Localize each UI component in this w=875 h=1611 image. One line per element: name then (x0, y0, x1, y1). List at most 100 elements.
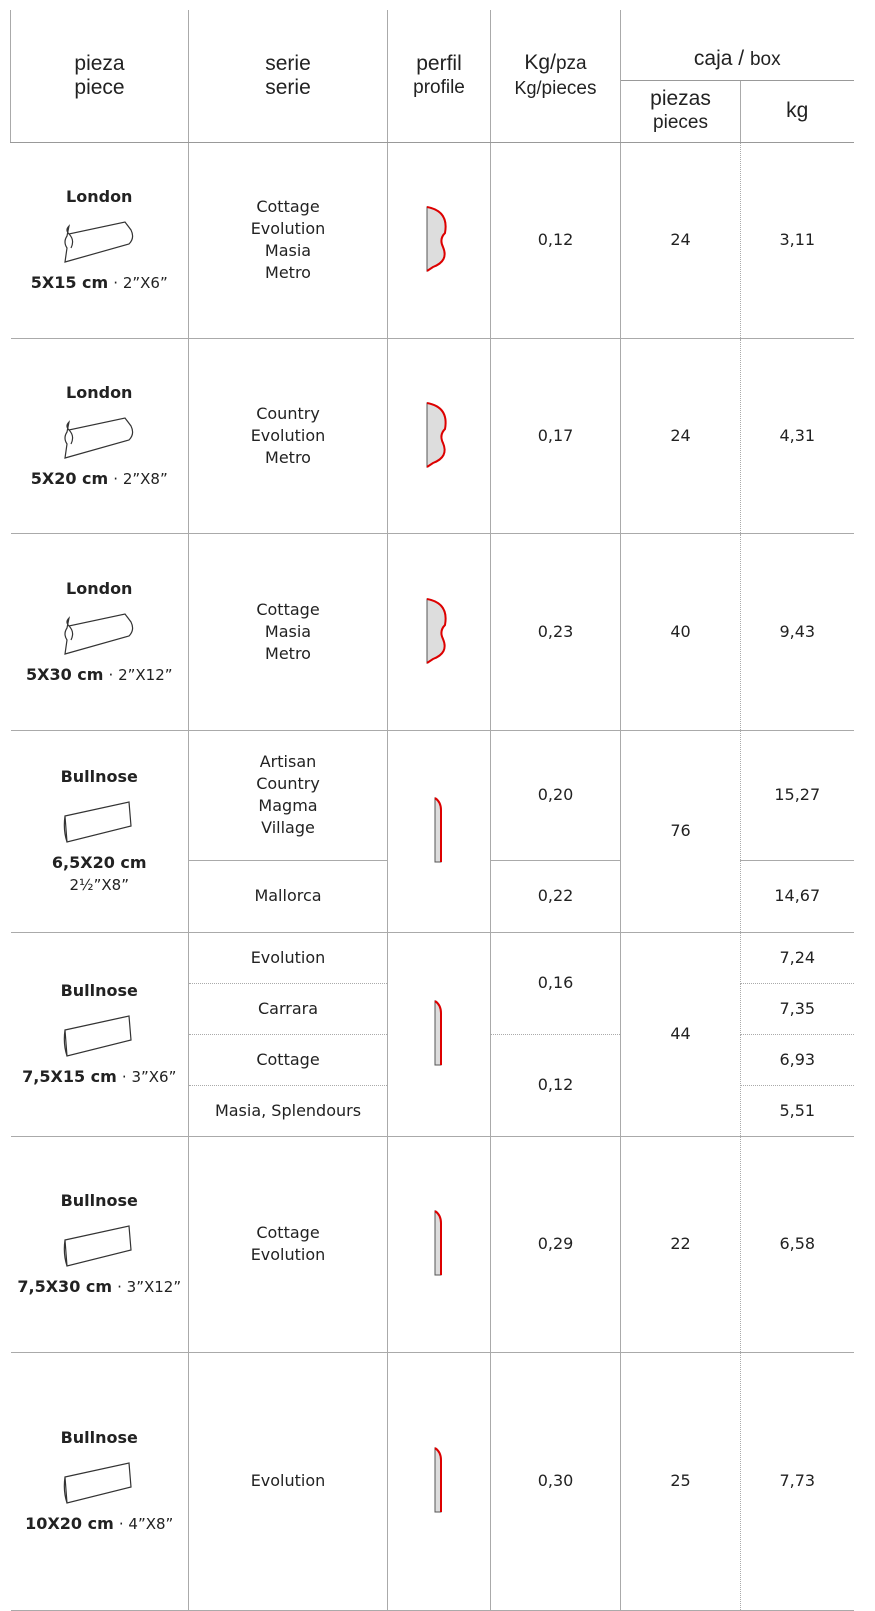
weight-cell: 0,23 (490, 533, 621, 731)
size-metric: 6,5X20 cm (51, 853, 147, 872)
piece-cell: Bullnose 7,5X30 cm · 3”X12” (10, 1136, 189, 1353)
serie-cell: Cottage (188, 1034, 388, 1086)
serie-cell: Masia, Splendours (188, 1085, 388, 1137)
piece-name: London (66, 382, 133, 402)
serie-cell: Cottage Masia Metro (188, 533, 388, 731)
header-text: kg (786, 99, 809, 122)
piece-icon (63, 1462, 132, 1504)
serie-name: Country (256, 403, 320, 423)
box-pieces-cell: 40 (620, 533, 741, 731)
piece-size: 10X20 cm · 4”X8” (11, 1513, 189, 1535)
profile-edge (426, 597, 447, 664)
box-kg-cell: 3,11 (740, 142, 854, 339)
serie-name: Carrara (257, 998, 319, 1018)
size-imperial: · 2”X8” (113, 469, 168, 488)
icon-outline (64, 416, 134, 459)
header-text: pieces (541, 77, 597, 99)
table-body: London 5X15 cm · 2”X6” Cottage Evolution Mas… (10, 142, 854, 1611)
piece-cell: Bullnose 7,5X15 cm · 3”X6” (10, 932, 189, 1137)
serie-name: Cottage (256, 1049, 320, 1069)
profile-cell (387, 730, 491, 933)
header-text: profile (413, 76, 465, 98)
header-cell: caja / box (620, 10, 854, 81)
serie-cell: Cottage Evolution Masia Metro (188, 142, 388, 339)
size-metric: 7,5X30 cm (17, 1277, 113, 1296)
table-row: Cottage 0,12 6,93 (11, 1034, 854, 1137)
size-imperial: · 2”X12” (108, 665, 173, 684)
header-text: serie (265, 75, 311, 99)
piece-cell: London 5X30 cm · 2”X12” (10, 533, 189, 731)
size-metric: 5X15 cm (30, 273, 109, 292)
table-row: Bullnose 6,5X20 cm 2½”X8” Artisan Country Mag… (10, 730, 854, 933)
weight-cell: 0,12 (490, 1034, 621, 1137)
serie-name: Cottage (256, 197, 320, 216)
serie-cell: Carrara (188, 983, 388, 1035)
weight-cell: 0,22 (490, 860, 621, 933)
serie-name: Village (261, 818, 315, 837)
header-cell: serie serie (188, 10, 388, 143)
icon-outline (64, 612, 134, 655)
box-kg-cell: 7,73 (740, 1352, 854, 1611)
profile-icon (426, 206, 447, 272)
serie-name: Artisan (259, 752, 317, 771)
box-kg-cell: 7,24 (740, 932, 854, 984)
serie-name: Mallorca (254, 886, 322, 905)
table-row: London 5X15 cm · 2”X6” Cottage Evolution Mas… (10, 142, 854, 339)
serie-cell: Artisan Country Magma Village (188, 730, 388, 861)
size-metric: 7,5X15 cm (22, 1067, 117, 1086)
serie-name: Masia (264, 621, 312, 641)
header-text: box (749, 48, 781, 70)
table-row: Mallorca 0,22 14,67 (11, 860, 854, 933)
size-imperial: · 3”X6” (121, 1068, 177, 1086)
weight-cell: 0,12 (490, 142, 621, 339)
piece-size: 5X20 cm · 2”X8” (11, 468, 189, 490)
serie-name: Masia, Splendours (214, 1100, 362, 1120)
table: pieza piece serie serie perfil profile Kg/p… (10, 10, 854, 1611)
box-kg-cell: 4,31 (740, 338, 854, 534)
serie-name: Evolution (250, 219, 326, 238)
profile-edge (426, 206, 447, 272)
piece-size: 6,5X20 cm 2½”X8” (11, 852, 189, 896)
table-header: pieza piece serie serie perfil profile Kg/p… (10, 10, 854, 143)
box-pieces-cell: 25 (620, 1352, 741, 1611)
serie-name: Metro (265, 643, 311, 663)
profile-cell (387, 338, 491, 534)
icon-outline (64, 221, 134, 263)
serie-name: Metro (265, 263, 311, 282)
header-text: Kg/ (524, 50, 556, 74)
table-row: Carrara 7,35 (11, 983, 854, 1035)
table-row: London 5X30 cm · 2”X12” Cottage Masia Metro 0… (10, 533, 854, 731)
size-imperial: · 3”X12” (117, 1278, 182, 1296)
serie-name: Metro (265, 447, 311, 467)
serie-name: Evolution (250, 425, 326, 445)
header-cell: pieza piece (10, 10, 189, 143)
box-kg-cell: 7,35 (740, 983, 854, 1035)
serie-name: Evolution (250, 1245, 326, 1264)
box-pieces-cell: 24 (620, 338, 741, 534)
weight-cell: 0,17 (490, 338, 621, 534)
header-text: pza (555, 52, 587, 74)
serie-name: Evolution (250, 1471, 326, 1490)
piece-size: 7,5X30 cm · 3”X12” (11, 1276, 189, 1298)
table-row: Bullnose 7,5X15 cm · 3”X6” Evolution 0,16 44… (10, 932, 854, 1137)
box-kg-cell: 5,51 (740, 1085, 854, 1137)
profile-cell (387, 1352, 491, 1611)
size-imperial: · 2”X6” (113, 274, 168, 292)
box-kg-cell: 14,67 (740, 860, 854, 933)
profile-icon (426, 597, 447, 664)
serie-cell: Evolution (188, 1352, 388, 1611)
profile-icon (434, 1447, 442, 1513)
header-cell: perfil profile (387, 10, 491, 143)
piece-size: 5X30 cm · 2”X12” (11, 664, 189, 686)
piece-cell: Bullnose 6,5X20 cm 2½”X8” (10, 730, 189, 933)
piece-cell: Bullnose 10X20 cm · 4”X8” (10, 1352, 189, 1611)
icon-outline (63, 1462, 132, 1504)
size-imperial: · 4”X8” (118, 1515, 174, 1533)
box-kg-cell: 15,27 (740, 730, 854, 861)
serie-cell: Cottage Evolution (188, 1136, 388, 1353)
profile-cell (387, 142, 491, 339)
header-text: pieza (74, 51, 125, 75)
piece-icon (63, 801, 132, 843)
header-cell: piezas pieces (620, 79, 741, 143)
box-kg-cell: 9,43 (740, 533, 854, 731)
